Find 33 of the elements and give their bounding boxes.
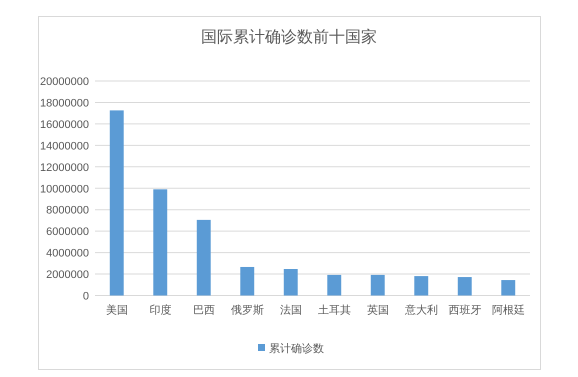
y-tick-label: 8000000 [46,204,89,217]
bar [370,274,385,296]
x-tick-label: 土耳其 [318,304,351,316]
x-tick-label: 俄罗斯 [230,304,264,316]
x-tick-label: 巴西 [192,304,215,316]
x-tick-label: 意大利 [404,304,438,316]
y-tick-label: 2000000 [46,269,89,282]
bar [284,269,298,296]
bar [458,277,472,296]
y-tick-label: 10000000 [40,183,89,196]
y-tick-label: 12000000 [40,162,89,174]
bar [110,110,124,296]
x-tick-label: 印度 [149,304,172,316]
y-tick-label: 14000000 [40,140,89,152]
x-tick-label: 英国 [366,304,389,316]
y-tick-label: 0 [82,290,89,302]
legend-label: 累计确诊数 [269,342,324,355]
y-tick-label: 6000000 [46,226,89,238]
y-tick-label: 18000000 [40,97,89,110]
bar [153,189,168,296]
y-tick-label: 16000000 [40,118,89,131]
x-tick-label: 美国 [106,304,128,316]
bar [327,274,342,296]
bar [414,276,428,296]
bar [501,280,516,296]
x-tick-label: 西班牙 [448,304,482,316]
y-tick-label: 4000000 [46,248,89,260]
x-tick-label: 法国 [280,304,302,316]
x-tick-label: 阿根廷 [492,304,525,316]
bar [240,266,254,296]
y-tick-label: 20000000 [40,76,89,88]
bar [196,220,211,296]
chart-title: 国际累计确诊数前十国家 [201,28,377,46]
